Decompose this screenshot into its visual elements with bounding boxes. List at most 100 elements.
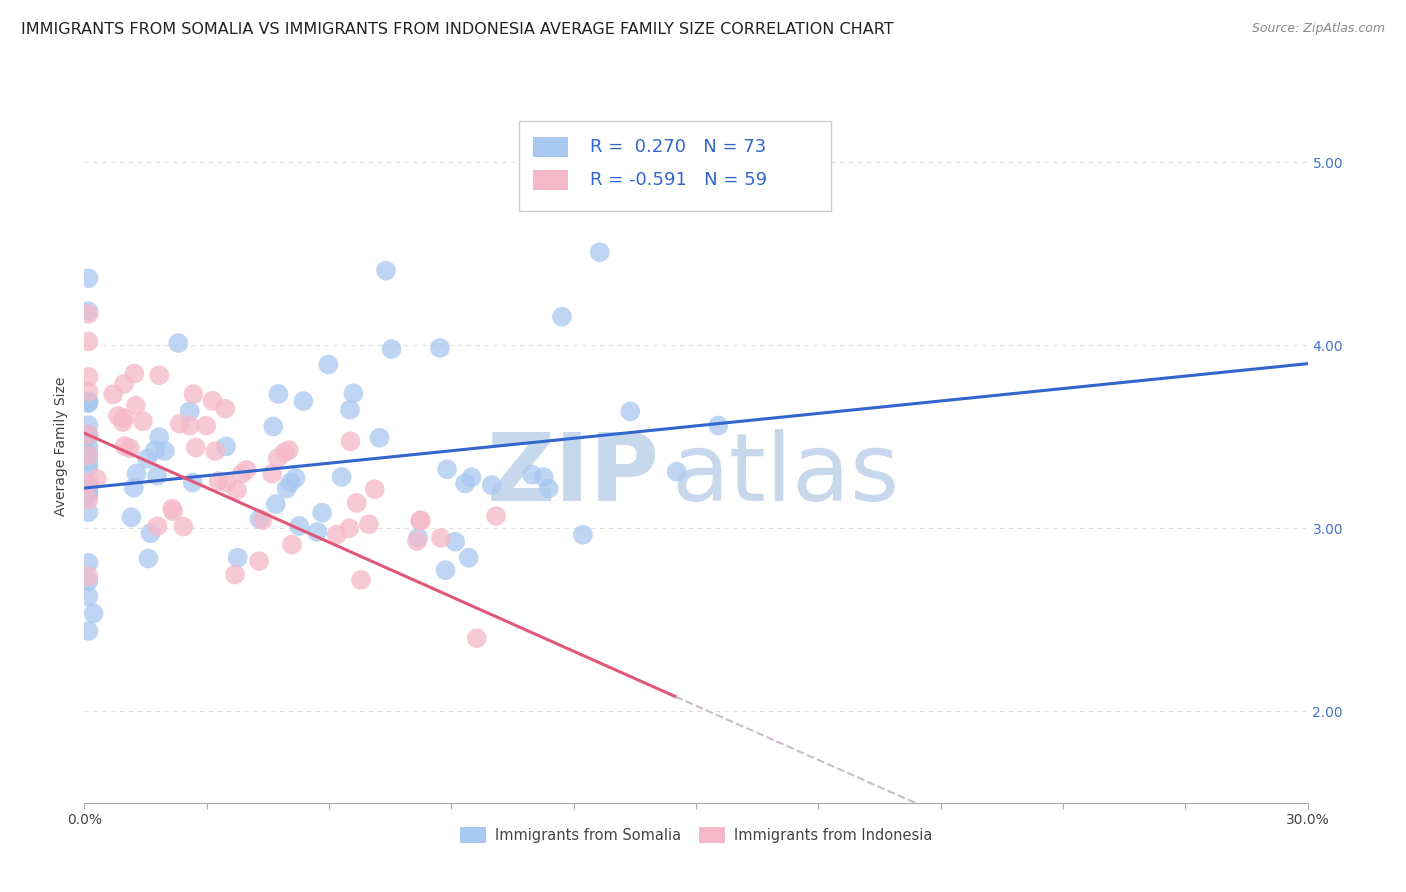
Point xyxy=(77,429,100,443)
Point xyxy=(169,417,191,431)
Point xyxy=(264,497,287,511)
Point xyxy=(77,485,100,500)
Point xyxy=(249,512,271,526)
Point xyxy=(77,271,100,285)
Point xyxy=(181,387,204,401)
Point xyxy=(430,531,453,545)
Point xyxy=(252,513,274,527)
Point xyxy=(326,527,349,541)
Point xyxy=(409,514,432,528)
Point xyxy=(368,431,391,445)
Point xyxy=(181,475,204,490)
Point xyxy=(124,367,146,381)
Text: ZIP: ZIP xyxy=(486,428,659,521)
Point xyxy=(551,310,574,324)
Point xyxy=(292,394,315,409)
Y-axis label: Average Family Size: Average Family Size xyxy=(53,376,67,516)
Point xyxy=(444,534,467,549)
Point xyxy=(267,451,290,466)
Point xyxy=(179,404,201,418)
Point xyxy=(454,476,477,491)
Point xyxy=(231,467,253,481)
Point xyxy=(77,447,100,461)
Point xyxy=(436,462,458,476)
Point xyxy=(330,470,353,484)
Point xyxy=(262,467,284,481)
Point xyxy=(375,263,398,277)
Point xyxy=(77,478,100,492)
Point xyxy=(572,527,595,541)
Point xyxy=(77,482,100,496)
Point xyxy=(148,368,170,383)
Point xyxy=(533,470,555,484)
Point xyxy=(148,430,170,444)
Point xyxy=(262,419,284,434)
Point xyxy=(179,418,201,433)
Point xyxy=(346,496,368,510)
Point xyxy=(143,443,166,458)
Point xyxy=(160,501,183,516)
Point xyxy=(77,369,100,384)
Point xyxy=(226,483,249,498)
Point xyxy=(481,478,503,492)
Point xyxy=(465,632,488,646)
Text: Source: ZipAtlas.com: Source: ZipAtlas.com xyxy=(1251,22,1385,36)
Point xyxy=(235,463,257,477)
Point xyxy=(215,475,238,490)
Point xyxy=(77,556,100,570)
Point xyxy=(77,384,100,399)
Point xyxy=(172,519,194,533)
Point xyxy=(207,474,229,488)
Point xyxy=(226,550,249,565)
Point xyxy=(537,482,560,496)
Point xyxy=(215,439,238,453)
Point xyxy=(146,519,169,533)
Point xyxy=(83,607,105,621)
Point xyxy=(619,404,641,418)
Text: R = -0.591   N = 59: R = -0.591 N = 59 xyxy=(589,171,766,189)
Point xyxy=(77,455,100,469)
Point xyxy=(342,386,364,401)
Point xyxy=(204,444,226,458)
Point xyxy=(520,467,543,482)
Point xyxy=(77,427,100,442)
Point xyxy=(77,307,100,321)
Point xyxy=(139,526,162,541)
Point xyxy=(77,334,100,349)
Point xyxy=(118,442,141,456)
Point xyxy=(409,513,432,527)
Point xyxy=(429,341,451,355)
FancyBboxPatch shape xyxy=(533,137,568,157)
Point xyxy=(457,550,479,565)
Point xyxy=(363,482,385,496)
Point xyxy=(86,472,108,486)
Point xyxy=(77,624,100,638)
Point xyxy=(138,551,160,566)
Point xyxy=(122,481,145,495)
Point xyxy=(665,465,688,479)
Point xyxy=(77,459,100,474)
Point xyxy=(111,415,134,429)
Point xyxy=(307,524,329,539)
Point xyxy=(277,443,299,458)
Point xyxy=(318,358,340,372)
Point xyxy=(214,401,236,416)
Point xyxy=(339,434,361,449)
Point xyxy=(707,418,730,433)
Point xyxy=(77,396,100,410)
Point xyxy=(434,563,457,577)
Point xyxy=(77,492,100,507)
Point xyxy=(162,504,184,518)
Legend: Immigrants from Somalia, Immigrants from Indonesia: Immigrants from Somalia, Immigrants from… xyxy=(454,822,938,849)
FancyBboxPatch shape xyxy=(533,169,568,190)
Point xyxy=(136,451,159,466)
Point xyxy=(125,399,148,413)
Point xyxy=(380,342,402,356)
Point xyxy=(77,394,100,409)
Point xyxy=(146,468,169,483)
Point xyxy=(280,475,302,490)
Point xyxy=(77,475,100,490)
Point xyxy=(125,467,148,481)
Point xyxy=(77,304,100,318)
Point xyxy=(77,590,100,604)
